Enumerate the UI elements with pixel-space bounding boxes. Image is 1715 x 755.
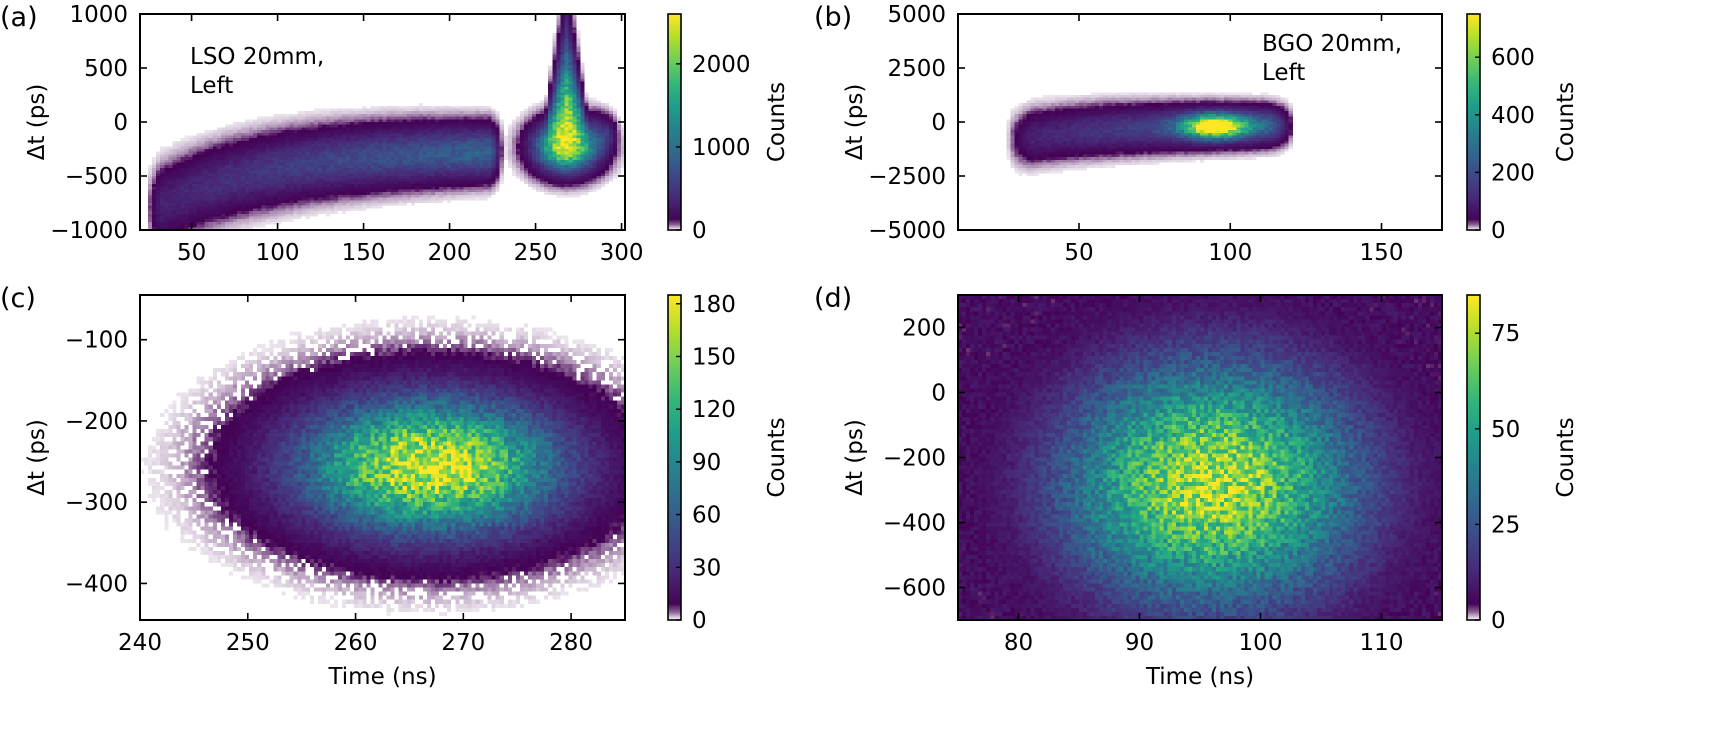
y-tick-label: −1000 — [50, 218, 128, 244]
colorbar-tick-label: 0 — [1491, 218, 1506, 244]
x-tick-label: 80 — [1004, 630, 1033, 656]
y-tick-label: −200 — [65, 409, 128, 435]
y-axis-label: Δt (ps) — [24, 419, 50, 496]
colorbar-tick-label: 60 — [692, 503, 721, 529]
y-tick-label: −500 — [65, 164, 128, 190]
colorbar-tick-label: 0 — [1491, 608, 1506, 634]
y-tick-label: −600 — [883, 576, 946, 602]
colorbar-tick-label: 25 — [1491, 512, 1520, 538]
colorbar-frame — [667, 294, 682, 621]
y-tick-label: −5000 — [868, 218, 946, 244]
plot-frame — [139, 294, 626, 621]
colorbar-frame — [1466, 294, 1481, 621]
colorbar-tick-label: 0 — [692, 608, 707, 634]
y-tick-label: 500 — [84, 56, 128, 82]
colorbar-tick-label: 90 — [692, 450, 721, 476]
colorbar-tick-label: 200 — [1491, 160, 1535, 186]
y-tick-label: 1000 — [69, 2, 128, 28]
colorbar-tick-label: 0 — [692, 218, 707, 244]
y-tick-label: 0 — [113, 110, 128, 136]
x-tick-label: 270 — [441, 630, 485, 656]
colorbar-tick-label: 120 — [692, 397, 736, 423]
colorbar-label: Counts — [764, 82, 790, 162]
colorbar-label: Counts — [764, 417, 790, 497]
annotation-text: LSO 20mm, — [190, 44, 324, 70]
x-tick-label: 260 — [334, 630, 378, 656]
heatmap-3 — [958, 295, 1442, 620]
x-tick-label: 100 — [1208, 240, 1252, 266]
x-tick-label: 50 — [1064, 240, 1093, 266]
colorbar-tick-label: 2000 — [692, 52, 751, 78]
x-tick-label: 200 — [428, 240, 472, 266]
y-tick-label: −400 — [883, 511, 946, 537]
colorbar — [668, 14, 681, 230]
x-tick-label: 100 — [256, 240, 300, 266]
x-tick-label: 240 — [118, 630, 162, 656]
annotation-text: Left — [190, 73, 233, 99]
heatmap-1 — [958, 14, 1442, 230]
x-tick-label: 250 — [226, 630, 270, 656]
colorbar-tick-label: 50 — [1491, 417, 1520, 443]
y-tick-label: −2500 — [868, 164, 946, 190]
y-axis-label: Δt (ps) — [24, 84, 50, 161]
colorbar-label: Counts — [1553, 417, 1579, 497]
x-tick-label: 100 — [1239, 630, 1283, 656]
colorbar-frame — [667, 13, 682, 231]
panel-label: (d) — [814, 283, 852, 314]
colorbar-frame — [1466, 13, 1481, 231]
x-tick-label: 150 — [1360, 240, 1404, 266]
x-tick-label: 90 — [1125, 630, 1154, 656]
y-tick-label: −300 — [65, 490, 128, 516]
x-axis-label: Time (ns) — [327, 664, 436, 690]
x-tick-label: 150 — [342, 240, 386, 266]
colorbar-tick-label: 75 — [1491, 321, 1520, 347]
annotation-text: BGO 20mm, — [1262, 31, 1402, 57]
y-tick-label: 0 — [931, 110, 946, 136]
heatmap-0 — [140, 14, 625, 230]
x-tick-label: 280 — [549, 630, 593, 656]
y-axis-label: Δt (ps) — [842, 84, 868, 161]
x-tick-label: 50 — [177, 240, 206, 266]
colorbar — [1467, 295, 1480, 620]
x-tick-label: 250 — [514, 240, 558, 266]
y-tick-label: 5000 — [887, 2, 946, 28]
y-tick-label: 200 — [902, 316, 946, 342]
colorbar-label: Counts — [1553, 82, 1579, 162]
colorbar-tick-label: 600 — [1491, 45, 1535, 71]
colorbar-tick-label: 180 — [692, 292, 736, 318]
colorbar-tick-label: 30 — [692, 555, 721, 581]
panel-label: (b) — [814, 2, 852, 33]
colorbar-tick-label: 1000 — [692, 135, 751, 161]
y-tick-label: 0 — [931, 381, 946, 407]
colorbar-tick-label: 400 — [1491, 103, 1535, 129]
colorbar — [668, 295, 681, 620]
y-tick-label: −200 — [883, 446, 946, 472]
y-tick-label: −400 — [65, 571, 128, 597]
colorbar — [1467, 14, 1480, 230]
panel-label: (c) — [0, 283, 36, 314]
heatmap-2 — [140, 295, 625, 620]
colorbar-tick-label: 150 — [692, 344, 736, 370]
annotation-text: Left — [1262, 60, 1305, 86]
x-tick-label: 300 — [600, 240, 644, 266]
x-axis-label: Time (ns) — [1145, 664, 1254, 690]
x-tick-label: 110 — [1360, 630, 1404, 656]
y-tick-label: −100 — [65, 328, 128, 354]
panel-label: (a) — [0, 2, 38, 33]
y-tick-label: 2500 — [887, 56, 946, 82]
y-axis-label: Δt (ps) — [842, 419, 868, 496]
